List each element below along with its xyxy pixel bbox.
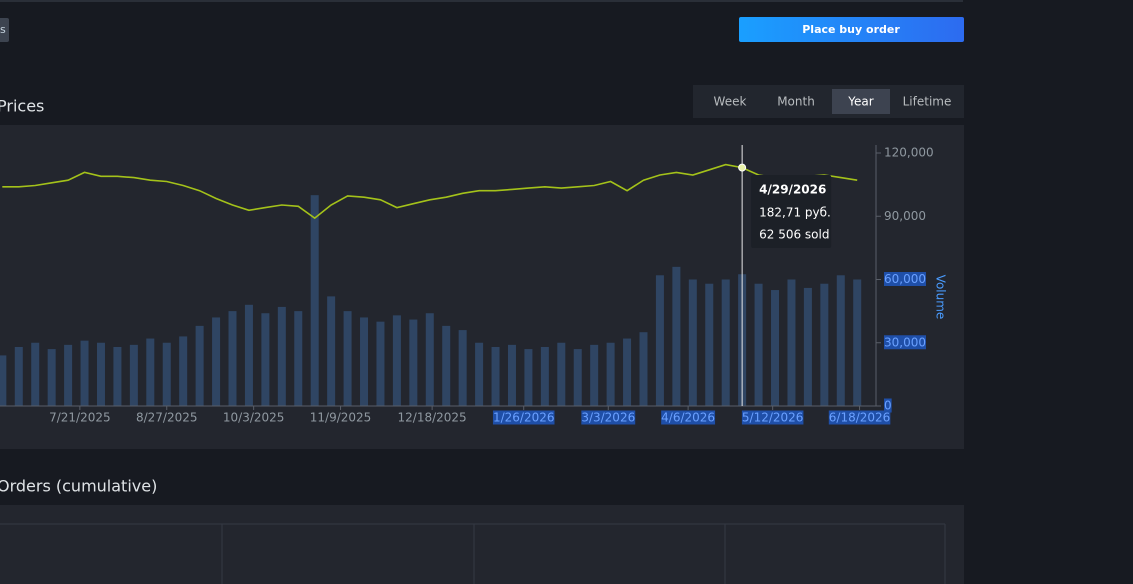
selection-highlight [884, 335, 926, 350]
volume-bar [557, 342, 566, 406]
volume-bar [672, 266, 681, 406]
volume-bar [771, 290, 780, 406]
buy-button-label: Place buy order [802, 23, 900, 36]
volume-bar [491, 346, 500, 406]
volume-bar [442, 325, 451, 406]
volume-bar [327, 296, 336, 406]
volume-bar [277, 306, 286, 406]
selection-highlight [884, 272, 926, 286]
volume-bar [310, 195, 319, 406]
volume-bar [721, 279, 730, 406]
x-tick-label: 8/27/2025 [136, 411, 198, 425]
x-tick-label: 7/21/2025 [49, 411, 111, 425]
volume-bar [360, 317, 369, 406]
volume-bar [47, 349, 56, 406]
tab[interactable]: Year [847, 95, 873, 109]
tab[interactable]: Month [777, 95, 815, 109]
volume-bar [80, 340, 89, 406]
volume-bar [705, 283, 714, 406]
x-tick-label: 11/9/2025 [310, 411, 372, 425]
volume-bar [343, 311, 352, 406]
hover-point [738, 163, 747, 172]
volume-bar [803, 287, 812, 406]
tab[interactable]: Lifetime [903, 95, 952, 109]
volume-bar [688, 279, 697, 406]
y2-tick-label: 120,000 [884, 146, 934, 160]
volume-bar [639, 332, 648, 406]
volume-bar [409, 319, 418, 406]
cut-button[interactable] [0, 18, 9, 42]
selection-highlight [828, 410, 891, 425]
volume-bar [195, 325, 204, 406]
volume-bar [623, 338, 632, 406]
range-tabs [693, 85, 964, 118]
volume-bar [129, 344, 138, 406]
x-tick-label: 5/12/2026 [742, 411, 804, 425]
volume-bar [853, 279, 862, 406]
x-tick-label: 4/6/2026 [661, 411, 715, 425]
y2-tick-label: 90,000 [884, 209, 926, 223]
volume-bar [113, 346, 122, 406]
price-line [2, 163, 858, 220]
volume-bar [162, 342, 171, 406]
volume-bar [244, 304, 253, 406]
selection-highlight [884, 398, 892, 413]
volume-bar [540, 346, 549, 406]
volume-bar [475, 342, 484, 406]
tooltip-price: 182,71 руб. [759, 206, 831, 220]
x-tick-label: 6/18/2026 [829, 411, 891, 425]
x-tick-label: 12/18/2025 [398, 411, 467, 425]
selection-highlight [661, 410, 716, 425]
selection-highlight [492, 410, 555, 425]
orders-title: Orders (cumulative) [0, 477, 157, 496]
volume-bar [64, 344, 73, 406]
y2-tick-label: 30,000 [884, 335, 926, 349]
volume-bar [820, 283, 829, 406]
volume-bar [376, 321, 385, 406]
tab[interactable]: Week [714, 95, 747, 109]
y2-tick-label: 0 [884, 399, 892, 413]
x-tick-label: 3/3/2026 [581, 411, 635, 425]
volume-bar [507, 344, 516, 406]
volume-bar [754, 283, 763, 406]
tooltip-date: 4/29/2026 [759, 183, 826, 197]
volume-bar [261, 313, 270, 406]
volume-bar [425, 313, 434, 406]
cut-button-label: s [0, 23, 6, 36]
prices-title: Prices [0, 97, 44, 116]
volume-bar [655, 275, 664, 406]
buy-button[interactable] [739, 17, 964, 42]
tooltip-sold: 62 506 sold [759, 228, 829, 242]
x-tick-label: 10/3/2025 [223, 411, 285, 425]
volume-bar [458, 330, 467, 406]
y2-tick-label: 60,000 [884, 272, 926, 286]
volume-bar [14, 346, 23, 406]
volume-bar [212, 317, 221, 406]
volume-bar [590, 344, 599, 406]
selection-highlight [581, 410, 636, 425]
volume-bar [392, 315, 401, 406]
volume-bar [606, 342, 615, 406]
volume-bar [179, 336, 188, 406]
orders-panel [0, 505, 964, 584]
top-rule [0, 0, 963, 2]
x-tick-label: 1/26/2026 [493, 411, 555, 425]
volume-bar [524, 349, 533, 406]
volume-bar [836, 275, 845, 406]
volume-bar [96, 342, 105, 406]
volume-bar [573, 349, 582, 406]
volume-bar [31, 342, 40, 406]
selection-highlight [741, 410, 804, 425]
tab-active[interactable] [832, 89, 890, 114]
volume-bar [228, 311, 237, 406]
y2-axis-label: Volume [934, 275, 948, 320]
volume-bar [787, 279, 796, 406]
volume-bar [294, 311, 303, 406]
volume-bar [0, 355, 7, 406]
tooltip [751, 175, 832, 248]
volume-bar [146, 338, 155, 406]
